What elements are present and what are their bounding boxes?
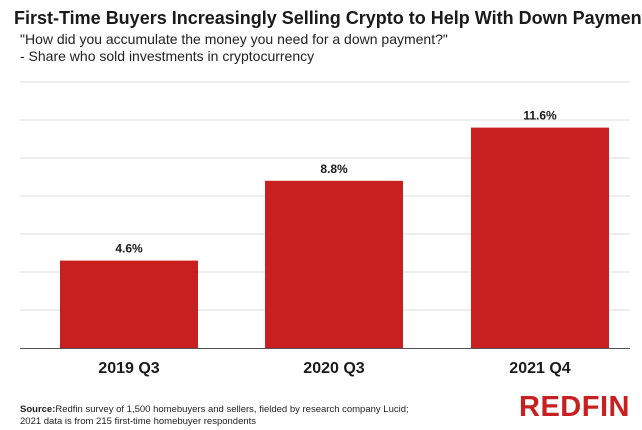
bar: [471, 127, 609, 348]
source-label: Source:: [20, 404, 56, 415]
data-label: 8.8%: [320, 162, 348, 176]
subtitle-question: "How did you accumulate the money you ne…: [20, 31, 448, 47]
source-note: Source:Redfin survey of 1,500 homebuyers…: [20, 404, 500, 428]
data-label: 11.6%: [523, 109, 557, 123]
source-line-2: 2021 data is from 215 first-time homebuy…: [20, 416, 257, 427]
x-tick-label: 2019 Q3: [98, 360, 159, 377]
bar: [265, 180, 403, 348]
bar-chart: 4.6% 2019 Q3 8.8% 2020 Q3 11.6% 2021 Q4: [20, 81, 630, 377]
subtitle-description: - Share who sold investments in cryptocu…: [20, 48, 315, 64]
data-label: 4.6%: [115, 242, 143, 256]
redfin-logo: REDFIN: [519, 391, 630, 423]
chart-subtitle: "How did you accumulate the money you ne…: [20, 31, 448, 65]
bar: [60, 260, 198, 348]
chart-title: First-Time Buyers Increasingly Selling C…: [14, 8, 642, 28]
source-line-1: Redfin survey of 1,500 homebuyers and se…: [55, 404, 409, 415]
x-tick-label: 2020 Q3: [303, 360, 364, 377]
x-tick-label: 2021 Q4: [509, 360, 570, 377]
